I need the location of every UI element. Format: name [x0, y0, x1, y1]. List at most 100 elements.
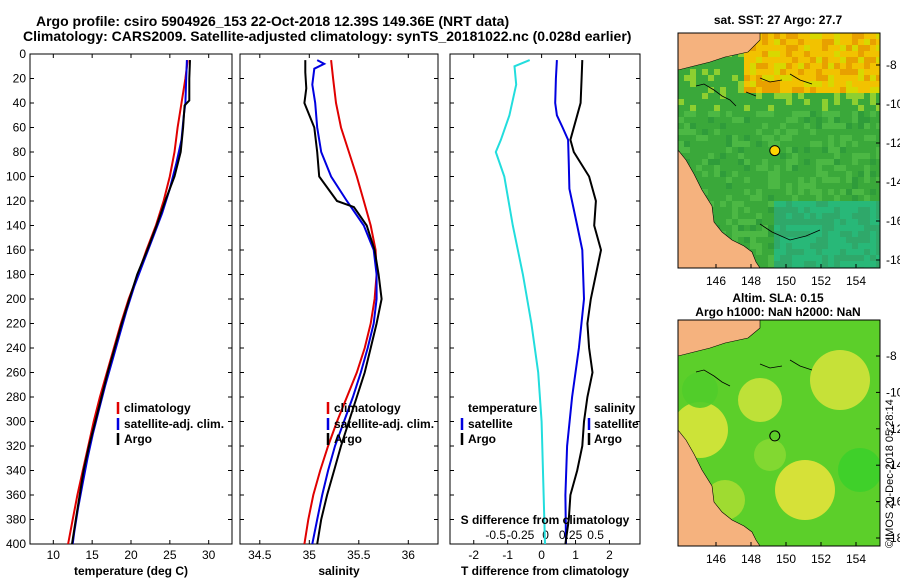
sst-pixel — [828, 189, 834, 195]
sst-pixel — [816, 45, 822, 51]
sst-pixel — [876, 105, 880, 111]
sst-pixel — [876, 177, 880, 183]
sst-pixel — [810, 81, 816, 87]
sst-pixel — [690, 81, 696, 87]
sst-pixel — [804, 69, 810, 75]
sst-pixel — [786, 117, 792, 123]
sst-pixel — [828, 57, 834, 63]
sst-pixel — [810, 225, 816, 231]
sst-pixel — [852, 69, 858, 75]
sst-pixel — [810, 141, 816, 147]
sst-pixel — [762, 39, 768, 45]
sst-pixel — [840, 237, 846, 243]
sst-pixel — [786, 135, 792, 141]
sst-pixel — [762, 123, 768, 129]
sst-pixel — [852, 63, 858, 69]
sst-pixel — [786, 189, 792, 195]
sst-pixel — [822, 159, 828, 165]
legend-t-satellite: satellite — [468, 417, 513, 431]
sst-pixel — [822, 243, 828, 249]
legend-temperature-heading: temperature — [468, 401, 538, 415]
sst-pixel — [750, 51, 756, 57]
sst-pixel — [726, 195, 732, 201]
sst-pixel — [828, 255, 834, 261]
sst-pixel — [792, 207, 798, 213]
sst-pixel — [774, 81, 780, 87]
sst-pixel — [816, 219, 822, 225]
sst-pixel — [834, 201, 840, 207]
sst-pixel — [822, 33, 828, 39]
sst-pixel — [846, 33, 852, 39]
sst-pixel — [804, 75, 810, 81]
sst-pixel — [702, 159, 708, 165]
sst-pixel — [840, 39, 846, 45]
sst-pixel — [792, 111, 798, 117]
sst-pixel — [810, 231, 816, 237]
sst-pixel — [792, 81, 798, 87]
sst-pixel — [804, 213, 810, 219]
sst-pixel — [690, 69, 696, 75]
sst-pixel — [858, 123, 864, 129]
sst-pixel — [870, 135, 876, 141]
sst-pixel — [720, 201, 726, 207]
sst-pixel — [804, 249, 810, 255]
sst-pixel — [726, 177, 732, 183]
sst-pixel — [870, 189, 876, 195]
sst-pixel — [828, 75, 834, 81]
legend-satellite: satellite-adj. clim. — [334, 417, 434, 431]
legend-t-argo: Argo — [468, 432, 496, 446]
depth-tick-label: 300 — [6, 415, 26, 429]
sst-pixel — [804, 63, 810, 69]
sst-pixel — [756, 141, 762, 147]
sst-pixel — [858, 93, 864, 99]
sst-pixel — [828, 117, 834, 123]
sst-pixel — [822, 147, 828, 153]
sst-pixel — [870, 33, 876, 39]
sst-pixel — [846, 225, 852, 231]
legend-salinity-heading: salinity — [594, 401, 636, 415]
sla-anomaly — [838, 448, 880, 492]
sst-pixel — [756, 219, 762, 225]
sst-pixel — [810, 129, 816, 135]
sst-pixel — [876, 249, 880, 255]
sst-pixel — [852, 183, 858, 189]
sst-pixel — [816, 87, 822, 93]
t-diff-x-axis: -2 -1 0 1 2 — [468, 54, 613, 562]
sst-pixel — [756, 93, 762, 99]
sst-pixel — [822, 75, 828, 81]
sst-pixel — [786, 129, 792, 135]
sst-pixel — [768, 195, 774, 201]
legend-s-argo: Argo — [594, 432, 622, 446]
sst-pixel — [822, 177, 828, 183]
sst-pixel — [768, 231, 774, 237]
sst-pixel — [876, 69, 880, 75]
sst-pixel — [726, 147, 732, 153]
sst-pixel — [792, 237, 798, 243]
depth-tick-label: 180 — [6, 268, 26, 282]
sst-pixel — [792, 219, 798, 225]
sst-pixel — [840, 261, 846, 267]
sst-pixel — [684, 75, 690, 81]
sst-pixel — [774, 207, 780, 213]
sst-pixel — [864, 45, 870, 51]
sst-pixel — [756, 249, 762, 255]
sst-pixel — [852, 51, 858, 57]
s-diff-xlabel: S difference from climatology — [461, 513, 630, 527]
sst-pixel — [780, 51, 786, 57]
sst-pixel — [780, 45, 786, 51]
sst-pixel — [804, 237, 810, 243]
sst-pixel — [732, 207, 738, 213]
sst-pixel — [846, 93, 852, 99]
sst-pixel — [756, 129, 762, 135]
sst-pixel — [828, 213, 834, 219]
sst-pixel — [768, 81, 774, 87]
sst-pixel — [768, 201, 774, 207]
sst-pixel — [774, 249, 780, 255]
argo-location-marker — [769, 145, 781, 157]
sst-pixel — [822, 69, 828, 75]
sst-pixel — [690, 111, 696, 117]
sst-pixel — [810, 87, 816, 93]
sst-pixel — [822, 171, 828, 177]
sst-pixel — [726, 111, 732, 117]
